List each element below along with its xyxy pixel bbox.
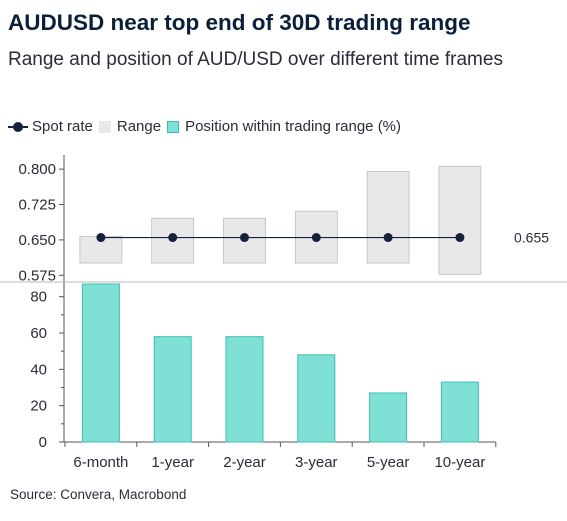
range-ytick-label: 0.725	[18, 197, 56, 214]
bar-ytick-label: 80	[30, 289, 47, 306]
spot-point	[96, 233, 106, 243]
spot-value-label: 0.655	[514, 230, 549, 246]
legend-item-position: Position within trading range (%)	[167, 118, 401, 135]
bar-ytick-label: 0	[39, 434, 47, 451]
chart-area: 0.575 0.650 0.725 0.800 0 20 40 60 80 0.655 6-mont…	[0, 155, 567, 471]
legend-label-position: Position within trading range (%)	[185, 118, 402, 135]
position-bar	[153, 336, 192, 443]
position-bar	[440, 381, 479, 443]
position-bar	[225, 336, 264, 443]
range-ytick-label: 0.800	[18, 161, 56, 178]
spot-line-icon	[8, 121, 28, 132]
legend-item-range: Range	[98, 118, 162, 135]
range-ytick-label: 0.575	[18, 267, 56, 284]
x-tick-label: 1-year	[151, 454, 194, 471]
bar-ytick-label: 20	[30, 398, 47, 415]
legend-label-spot: Spot rate	[32, 118, 93, 135]
range-box	[366, 171, 410, 264]
spot-point	[240, 233, 249, 243]
bar-ytick-label: 40	[30, 361, 47, 378]
bar-ytick-label: 60	[30, 325, 47, 342]
range-box	[438, 165, 482, 275]
position-bar	[81, 283, 120, 443]
range-swatch-icon	[98, 120, 111, 133]
chart-title: AUDUSD near top end of 30D trading range	[8, 10, 471, 35]
legend-label-range: Range	[116, 118, 162, 135]
spot-point	[383, 233, 393, 243]
legend: Spot rate Range Position within trading …	[8, 118, 407, 135]
position-bar	[369, 392, 408, 443]
spot-point	[168, 233, 178, 243]
chart-subtitle: Range and position of AUD/USD over diffe…	[8, 49, 503, 70]
spot-point	[311, 233, 321, 243]
position-swatch-icon	[167, 120, 180, 133]
x-tick-label: 6-month	[73, 454, 128, 471]
x-tick-label: 2-year	[223, 454, 266, 471]
range-ytick-label: 0.650	[18, 232, 56, 249]
range-box	[79, 236, 123, 264]
legend-item-spot: Spot rate	[8, 118, 93, 135]
spot-point	[455, 233, 465, 243]
x-tick-label: 3-year	[295, 454, 338, 471]
x-tick-label: 10-year	[434, 454, 485, 471]
position-bar	[297, 354, 336, 443]
x-tick-label: 5-year	[367, 454, 410, 471]
source-note: Source: Convera, Macrobond	[10, 487, 187, 502]
